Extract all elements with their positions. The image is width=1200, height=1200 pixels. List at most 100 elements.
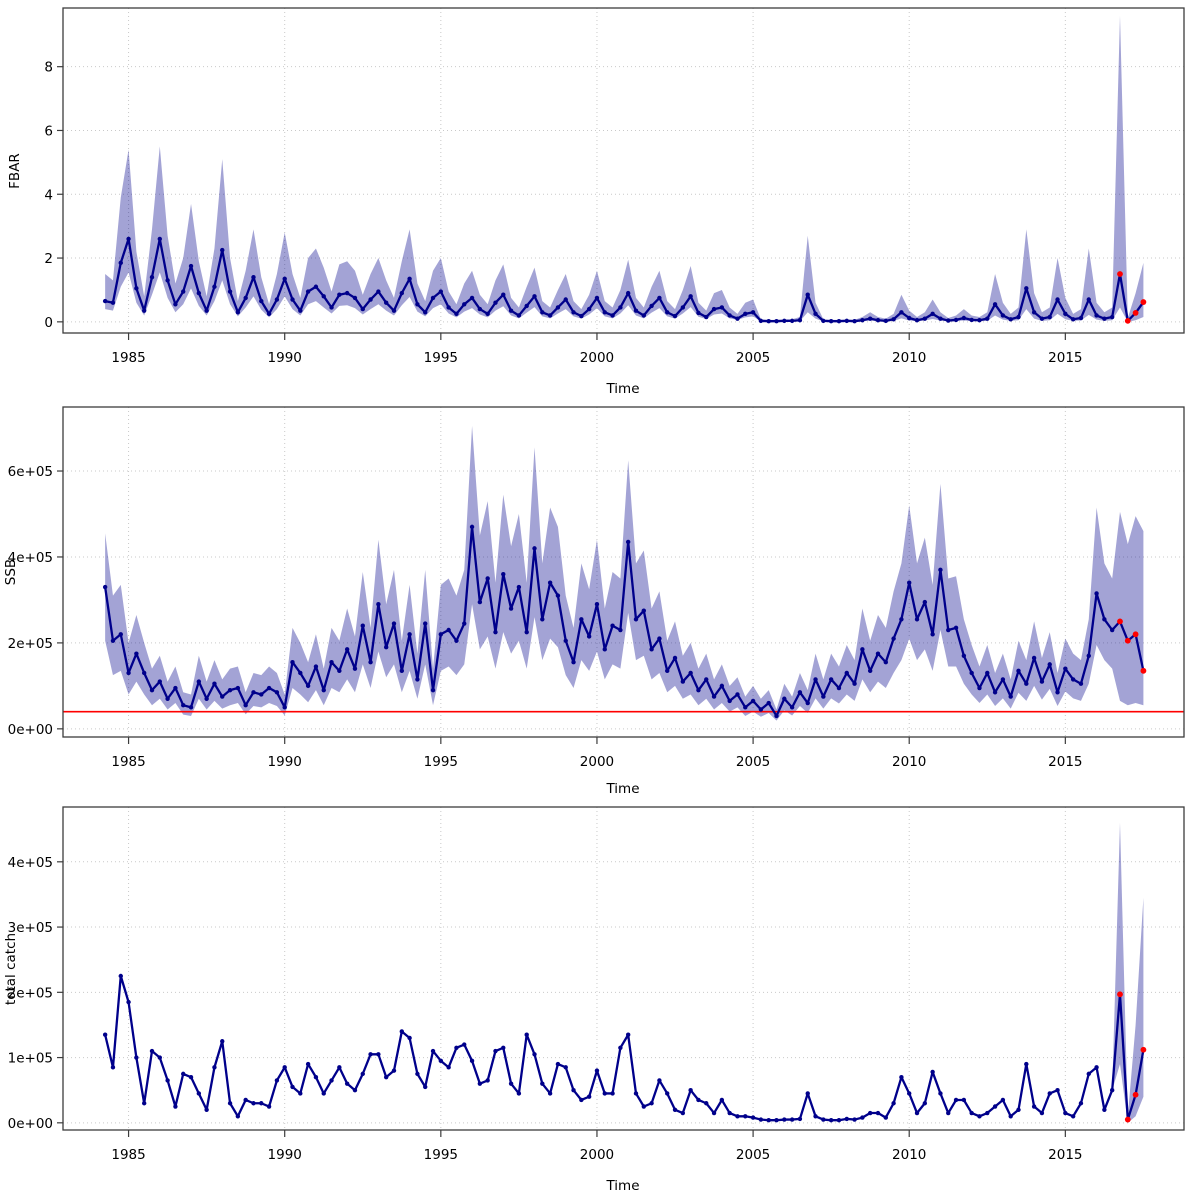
- data-point: [290, 660, 295, 665]
- data-point: [891, 1101, 896, 1106]
- data-point: [501, 1045, 506, 1050]
- data-point: [758, 1117, 764, 1122]
- data-point: [1047, 1091, 1052, 1096]
- data-point: [586, 1094, 592, 1099]
- data-point: [477, 306, 483, 312]
- data-point: [922, 599, 928, 605]
- data-point: [438, 289, 444, 294]
- data-point: [212, 1065, 217, 1070]
- data-point: [547, 580, 553, 585]
- data-point: [938, 1091, 943, 1096]
- data-point: [797, 690, 803, 695]
- data-point: [376, 1052, 381, 1057]
- data-point: [391, 1068, 397, 1073]
- data-point: [344, 1081, 350, 1086]
- data-point: [415, 677, 420, 682]
- forecast-point: [1132, 631, 1139, 638]
- data-point: [532, 294, 537, 299]
- x-tick-label: 1985: [111, 1147, 145, 1163]
- x-tick-label: 1995: [424, 350, 458, 366]
- data-point: [329, 305, 334, 310]
- data-point: [836, 1118, 842, 1123]
- data-point: [727, 698, 732, 704]
- data-point: [828, 319, 834, 324]
- data-point: [649, 1101, 654, 1106]
- data-point: [766, 700, 771, 706]
- data-point: [602, 310, 607, 315]
- data-point: [641, 313, 646, 318]
- x-tick-label: 2005: [736, 754, 770, 770]
- forecast-point: [1140, 299, 1147, 305]
- data-point: [212, 681, 217, 686]
- data-point: [1016, 668, 1021, 674]
- data-point: [1086, 1071, 1091, 1077]
- data-point: [852, 681, 857, 686]
- data-point: [344, 647, 350, 652]
- y-tick-label: 4e+05: [8, 550, 53, 566]
- data-point: [875, 1110, 881, 1116]
- panel-border: [62, 7, 1185, 334]
- x-tick-label: 2005: [736, 1147, 770, 1163]
- data-point: [1055, 297, 1060, 302]
- x-tick-label: 2000: [580, 350, 614, 366]
- x-tick-label: 2010: [892, 754, 926, 770]
- data-point: [922, 316, 928, 321]
- data-point: [704, 1101, 709, 1106]
- data-point: [899, 1074, 904, 1080]
- data-point: [266, 311, 272, 317]
- data-point: [625, 539, 631, 545]
- data-point: [469, 524, 475, 530]
- data-point: [493, 629, 498, 635]
- y-tick-label: 0: [44, 315, 53, 331]
- y-tick-label: 0e+00: [8, 722, 53, 738]
- data-point: [423, 1084, 428, 1090]
- data-point: [298, 1091, 303, 1096]
- data-point: [173, 1104, 178, 1109]
- data-point: [688, 294, 693, 299]
- data-point: [1070, 317, 1076, 322]
- data-point: [259, 298, 264, 304]
- y-axis-title-ssb: SSB: [3, 558, 19, 586]
- data-point: [899, 310, 904, 315]
- data-point: [907, 580, 912, 585]
- data-point: [227, 289, 233, 294]
- data-point: [758, 318, 764, 324]
- data-point: [735, 316, 740, 321]
- data-point: [555, 593, 561, 598]
- y-tick-label: 4: [44, 187, 53, 203]
- data-point: [1000, 677, 1006, 682]
- data-point: [1031, 655, 1037, 661]
- data-point: [415, 1071, 420, 1077]
- data-point: [540, 617, 545, 622]
- data-point: [1016, 1107, 1021, 1112]
- data-point: [680, 679, 686, 684]
- data-point: [805, 700, 810, 706]
- data-point: [1094, 1065, 1099, 1070]
- data-point: [1063, 666, 1068, 671]
- data-point: [282, 276, 287, 281]
- data-point: [446, 627, 451, 633]
- data-point: [704, 314, 709, 320]
- data-point: [212, 284, 217, 289]
- data-point: [649, 303, 654, 309]
- data-point: [516, 313, 522, 318]
- data-point: [1063, 311, 1068, 317]
- y-tick-label: 0e+00: [8, 1116, 53, 1132]
- data-point: [696, 310, 701, 316]
- data-point: [586, 634, 592, 639]
- confidence-band: [105, 15, 1144, 322]
- data-point: [657, 295, 662, 301]
- data-point: [118, 260, 123, 266]
- data-point: [774, 1118, 779, 1123]
- data-point: [985, 670, 990, 676]
- data-point: [547, 1091, 553, 1096]
- data-point: [594, 1068, 600, 1073]
- data-point: [758, 707, 764, 712]
- data-point: [860, 318, 865, 323]
- data-point: [969, 670, 974, 676]
- data-point: [220, 1039, 225, 1044]
- data-point: [501, 292, 506, 297]
- data-point: [430, 687, 436, 693]
- data-point: [1055, 690, 1060, 695]
